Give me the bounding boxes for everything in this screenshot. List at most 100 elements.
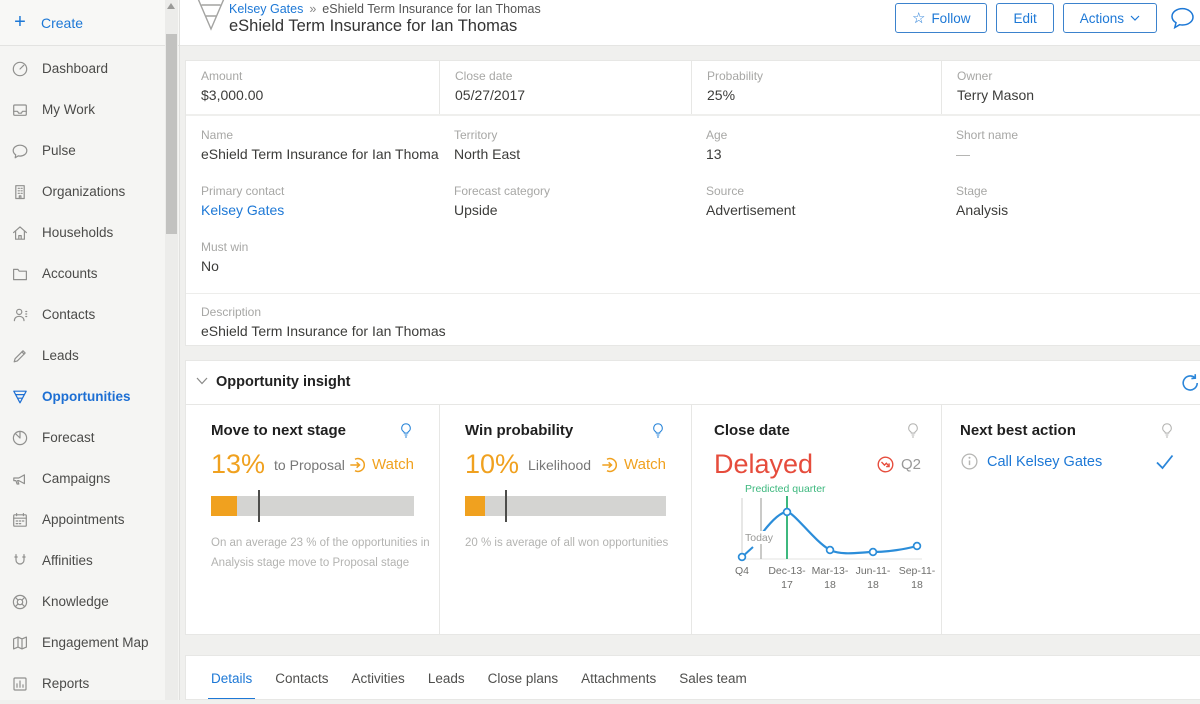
insight-card-close-date: Close date Delayed Q2 Predicted quarte bbox=[691, 405, 941, 634]
breadcrumb-parent-link[interactable]: Kelsey Gates bbox=[229, 2, 304, 16]
actions-label: Actions bbox=[1079, 10, 1124, 26]
header-actions: ☆ Follow Edit Actions bbox=[894, 3, 1196, 33]
x-tick-label: 18 bbox=[867, 579, 879, 591]
pencil-icon bbox=[13, 349, 26, 362]
sidebar-item-forecast[interactable]: Forecast bbox=[0, 417, 179, 458]
average-marker bbox=[505, 490, 508, 522]
field-must-win: Must win No bbox=[186, 233, 439, 284]
tab-close-plans[interactable]: Close plans bbox=[487, 671, 559, 686]
sidebar-item-label: My Work bbox=[42, 102, 95, 117]
info-icon[interactable] bbox=[960, 452, 979, 471]
insight-header[interactable]: Opportunity insight bbox=[186, 361, 1200, 405]
x-tick-label: Dec-13- bbox=[768, 565, 806, 577]
stage-move-progress-bar bbox=[211, 490, 414, 522]
tab-details[interactable]: Details bbox=[207, 656, 256, 699]
bulb-icon[interactable] bbox=[1159, 422, 1175, 439]
refresh-icon[interactable] bbox=[1181, 373, 1200, 393]
field-label: Must win bbox=[201, 240, 249, 254]
stage-move-target: to Proposal bbox=[274, 456, 345, 473]
close-date-forecast-chart: Predicted quarter Today Q4 Dec-13- Mar-1… bbox=[735, 483, 935, 591]
stage-move-percent: 13% bbox=[211, 449, 266, 479]
follow-label: Follow bbox=[931, 10, 971, 26]
record-fields-panel: Amount $3,000.00 Close date 05/27/2017 P… bbox=[185, 60, 1200, 346]
inbox-icon bbox=[13, 103, 27, 116]
primary-contact-link[interactable]: Kelsey Gates bbox=[201, 202, 285, 218]
dashboard-icon bbox=[12, 61, 28, 76]
sidebar-item-dashboard[interactable]: Dashboard bbox=[0, 48, 179, 89]
sidebar-nav: Dashboard My Work Pulse Organizations Ho… bbox=[0, 46, 179, 704]
watch-button[interactable]: Watch bbox=[349, 456, 414, 474]
watch-label: Watch bbox=[372, 456, 414, 473]
predicted-quarter-label: Predicted quarter bbox=[745, 483, 826, 495]
sidebar-scrollbar[interactable] bbox=[165, 0, 178, 700]
next-best-action-link[interactable]: Call Kelsey Gates bbox=[987, 453, 1103, 470]
sidebar-item-my-work[interactable]: My Work bbox=[0, 89, 179, 130]
collapse-chevron-icon[interactable] bbox=[196, 377, 208, 385]
field-value: 05/27/2017 bbox=[455, 87, 526, 103]
tab-sales-team[interactable]: Sales team bbox=[679, 671, 747, 686]
sidebar-item-label: Campaigns bbox=[42, 471, 111, 486]
card-title: Close date bbox=[714, 422, 790, 439]
field-label: Name bbox=[201, 128, 234, 142]
field-value: 13 bbox=[706, 146, 722, 162]
sidebar-item-campaigns[interactable]: Campaigns bbox=[0, 458, 179, 499]
tab-contacts[interactable]: Contacts bbox=[275, 671, 329, 686]
card-title: Win probability bbox=[465, 422, 574, 439]
field-value: — bbox=[956, 146, 970, 162]
bulb-icon[interactable] bbox=[905, 422, 921, 439]
bulb-icon[interactable] bbox=[398, 422, 414, 439]
sidebar-item-households[interactable]: Households bbox=[0, 212, 179, 253]
actions-button[interactable]: Actions bbox=[1062, 3, 1157, 33]
record-header: Kelsey Gates» eShield Term Insurance for … bbox=[180, 0, 1200, 46]
sidebar-item-organizations[interactable]: Organizations bbox=[0, 171, 179, 212]
edit-button[interactable]: Edit bbox=[996, 3, 1054, 33]
average-marker bbox=[257, 490, 260, 522]
sidebar-item-contacts[interactable]: Contacts bbox=[0, 294, 179, 335]
sidebar-item-knowledge[interactable]: Knowledge bbox=[0, 581, 179, 622]
field-label: Short name bbox=[956, 128, 1019, 142]
sidebar-item-affinities[interactable]: Affinities bbox=[0, 540, 179, 581]
today-label: Today bbox=[745, 532, 774, 544]
follow-button[interactable]: ☆ Follow bbox=[894, 3, 988, 33]
sidebar-item-label: Appointments bbox=[42, 512, 125, 527]
tab-attachments[interactable]: Attachments bbox=[581, 671, 657, 686]
watch-button[interactable]: Watch bbox=[601, 456, 666, 474]
tab-leads[interactable]: Leads bbox=[427, 671, 465, 686]
record-tabs-panel: Details Contacts Activities Leads Close … bbox=[185, 655, 1200, 700]
field-label: Stage bbox=[956, 184, 988, 198]
progress-fill bbox=[211, 496, 238, 516]
sidebar-item-opportunities[interactable]: Opportunities bbox=[0, 376, 179, 417]
chat-button[interactable] bbox=[1169, 6, 1196, 31]
sidebar-item-leads[interactable]: Leads bbox=[0, 335, 179, 376]
bulb-icon[interactable] bbox=[650, 422, 666, 439]
sidebar-item-appointments[interactable]: Appointments bbox=[0, 499, 179, 540]
win-probability-suffix: Likelihood bbox=[528, 456, 592, 473]
field-value: Analysis bbox=[956, 202, 1009, 218]
create-button[interactable]: + Create bbox=[0, 0, 179, 46]
sidebar-item-pulse[interactable]: Pulse bbox=[0, 130, 179, 171]
watch-icon bbox=[350, 457, 366, 472]
win-probability-progress-bar bbox=[465, 490, 666, 522]
field-label: Age bbox=[706, 128, 728, 142]
complete-check-icon[interactable] bbox=[1154, 453, 1175, 470]
field-close-date: Close date 05/27/2017 bbox=[439, 61, 691, 114]
funnel-icon bbox=[13, 390, 27, 403]
field-label: Probability bbox=[707, 69, 764, 83]
scroll-up-arrow-icon[interactable] bbox=[167, 3, 175, 9]
field-owner: Owner Terry Mason bbox=[941, 61, 1200, 114]
megaphone-icon bbox=[13, 473, 25, 485]
lifering-icon bbox=[12, 594, 28, 609]
field-source: Source Advertisement bbox=[691, 177, 941, 228]
sidebar-item-accounts[interactable]: Accounts bbox=[0, 253, 179, 294]
field-probability: Probability 25% bbox=[691, 61, 941, 114]
person-icon bbox=[13, 308, 28, 321]
x-tick-label: Q4 bbox=[735, 565, 749, 577]
sidebar-item-label: Knowledge bbox=[42, 594, 109, 609]
x-tick-label: Sep-11- bbox=[899, 565, 935, 577]
tab-activities[interactable]: Activities bbox=[351, 671, 405, 686]
calendar-icon bbox=[13, 512, 27, 527]
field-label: Owner bbox=[957, 69, 993, 83]
scrollbar-thumb[interactable] bbox=[166, 34, 177, 234]
sidebar-item-engagement-map[interactable]: Engagement Map bbox=[0, 622, 179, 663]
sidebar-item-reports[interactable]: Reports bbox=[0, 663, 179, 704]
